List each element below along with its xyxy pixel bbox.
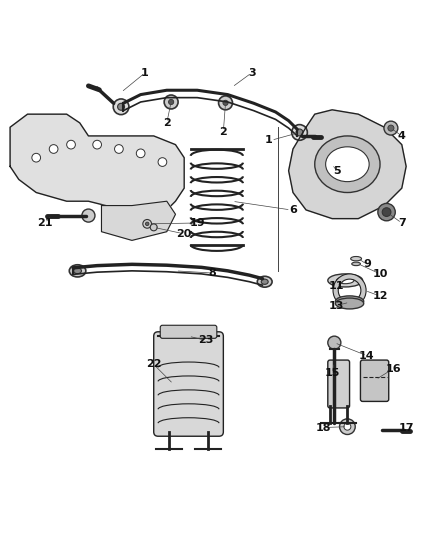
- Text: 3: 3: [248, 68, 255, 78]
- Text: 5: 5: [333, 166, 340, 176]
- Circle shape: [82, 209, 95, 222]
- Text: 4: 4: [398, 131, 406, 141]
- Text: 6: 6: [289, 205, 297, 215]
- Circle shape: [49, 144, 58, 154]
- Ellipse shape: [257, 276, 272, 287]
- Circle shape: [388, 125, 394, 131]
- Text: 20: 20: [177, 229, 192, 239]
- Text: 15: 15: [325, 368, 340, 378]
- Text: 9: 9: [363, 260, 371, 269]
- Circle shape: [143, 220, 152, 228]
- Circle shape: [32, 154, 41, 162]
- Ellipse shape: [336, 296, 364, 307]
- Text: 16: 16: [385, 364, 401, 374]
- FancyBboxPatch shape: [360, 360, 389, 401]
- Ellipse shape: [325, 147, 369, 182]
- Text: 1: 1: [265, 135, 273, 146]
- Circle shape: [384, 121, 398, 135]
- Text: 13: 13: [329, 301, 344, 311]
- Circle shape: [223, 100, 228, 106]
- Text: 23: 23: [198, 335, 214, 345]
- Ellipse shape: [352, 262, 360, 265]
- Circle shape: [117, 103, 124, 110]
- FancyBboxPatch shape: [160, 325, 217, 338]
- Text: 2: 2: [219, 126, 227, 136]
- Circle shape: [158, 158, 167, 166]
- Circle shape: [296, 129, 303, 136]
- Circle shape: [328, 336, 341, 349]
- Ellipse shape: [336, 298, 364, 309]
- Text: 14: 14: [359, 351, 375, 361]
- Text: 22: 22: [146, 359, 162, 369]
- Text: 19: 19: [189, 218, 205, 228]
- Circle shape: [169, 99, 174, 104]
- Circle shape: [378, 204, 395, 221]
- Text: 2: 2: [163, 118, 171, 128]
- Polygon shape: [289, 110, 406, 219]
- Circle shape: [145, 222, 149, 225]
- Polygon shape: [102, 201, 176, 240]
- Ellipse shape: [315, 136, 380, 192]
- Circle shape: [150, 224, 157, 231]
- Ellipse shape: [328, 274, 363, 287]
- Text: 18: 18: [316, 423, 331, 433]
- Text: 7: 7: [398, 218, 406, 228]
- FancyBboxPatch shape: [328, 360, 350, 408]
- Circle shape: [136, 149, 145, 158]
- Circle shape: [93, 140, 102, 149]
- Text: 12: 12: [372, 291, 388, 301]
- Text: 10: 10: [372, 269, 388, 279]
- Circle shape: [164, 95, 178, 109]
- Circle shape: [339, 419, 355, 434]
- Circle shape: [115, 144, 123, 154]
- FancyBboxPatch shape: [154, 332, 223, 436]
- Ellipse shape: [261, 279, 268, 284]
- Text: 17: 17: [399, 423, 414, 433]
- Ellipse shape: [351, 256, 361, 261]
- Polygon shape: [10, 114, 184, 214]
- Ellipse shape: [69, 265, 86, 277]
- Circle shape: [113, 99, 129, 115]
- Circle shape: [67, 140, 75, 149]
- Ellipse shape: [74, 268, 81, 273]
- Circle shape: [292, 125, 307, 140]
- Text: 21: 21: [37, 218, 53, 228]
- Circle shape: [344, 423, 351, 430]
- Circle shape: [219, 96, 233, 110]
- Circle shape: [382, 208, 391, 216]
- Text: 11: 11: [329, 281, 344, 291]
- Ellipse shape: [336, 277, 354, 284]
- Text: 1: 1: [141, 68, 149, 78]
- Text: 8: 8: [208, 268, 216, 278]
